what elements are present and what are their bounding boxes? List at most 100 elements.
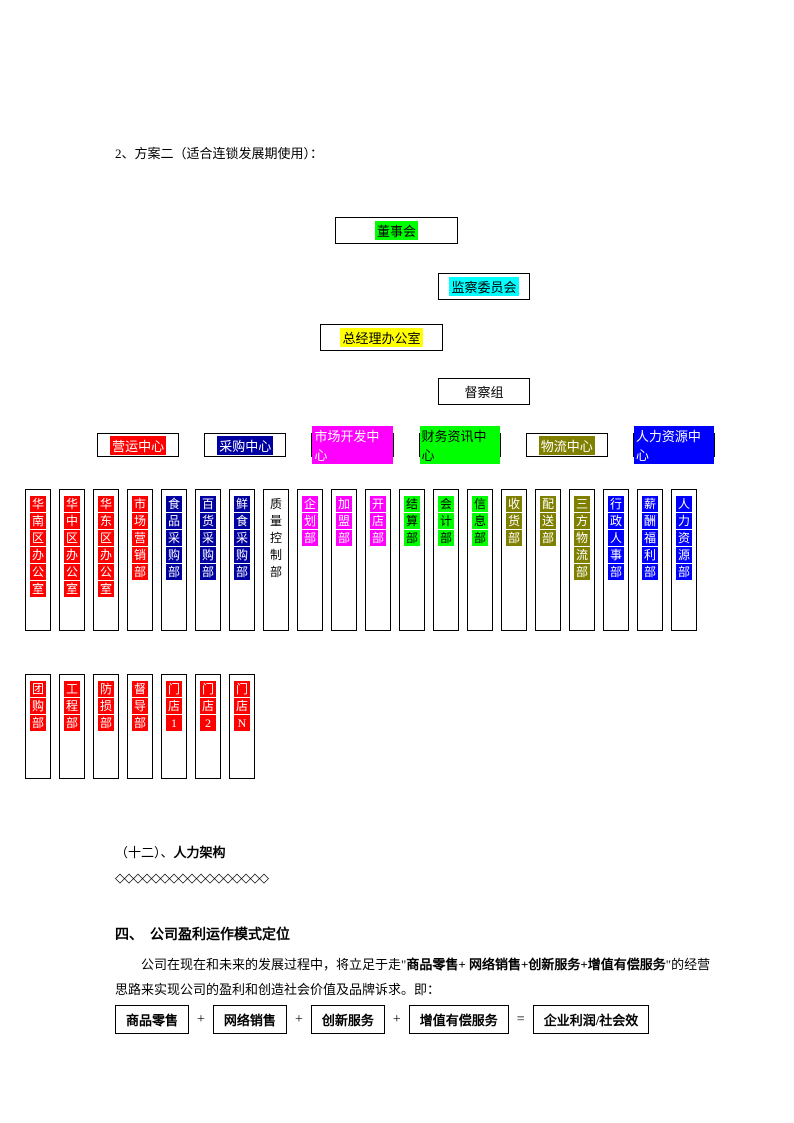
dept-char: 质 xyxy=(268,496,284,512)
dept-char: 划 xyxy=(302,513,318,529)
dept-char: 酬 xyxy=(642,513,658,529)
dept-column: 薪酬福利部 xyxy=(637,489,663,631)
dept-char: 人 xyxy=(676,496,692,512)
dept-char: 品 xyxy=(166,513,182,529)
section-4-heading: 四、 公司盈利运作模式定位 xyxy=(115,924,290,944)
dept-char: 部 xyxy=(302,530,318,546)
dept-char: 部 xyxy=(268,564,284,580)
dept-char: 华 xyxy=(98,496,114,512)
dept-char: 部 xyxy=(132,564,148,580)
dept-char: 配 xyxy=(540,496,556,512)
center-label: 采购中心 xyxy=(217,436,273,455)
dept-char: 购 xyxy=(166,547,182,563)
dept-char: 防 xyxy=(98,681,114,697)
dept-char: 会 xyxy=(438,496,454,512)
org-box-inspection: 督察组 xyxy=(438,378,530,405)
dept-char: 损 xyxy=(98,698,114,714)
dept-column: 人力资源部 xyxy=(671,489,697,631)
dept-char: 部 xyxy=(166,564,182,580)
heading-plan2: 2、方案二（适合连锁发展期使用）： xyxy=(115,143,323,162)
org-label: 督察组 xyxy=(462,382,505,401)
dept-char: 利 xyxy=(642,547,658,563)
center-label: 市场开发中心 xyxy=(312,426,392,464)
dept-char: 人 xyxy=(608,530,624,546)
formula-plus: + xyxy=(197,1012,205,1028)
dept-char: 购 xyxy=(234,547,250,563)
dept-char: 货 xyxy=(200,513,216,529)
dept-column: 信息部 xyxy=(467,489,493,631)
dept-char: 区 xyxy=(30,530,46,546)
dept-char: 部 xyxy=(64,715,80,731)
dept-char: 资 xyxy=(676,530,692,546)
formula-result: 企业利润/社会效 xyxy=(533,1005,650,1034)
dept-char: 华 xyxy=(64,496,80,512)
dept-column: 收货部 xyxy=(501,489,527,631)
formula-equals: = xyxy=(517,1012,525,1028)
dept-char: 工 xyxy=(64,681,80,697)
center-box: 营运中心 xyxy=(97,433,179,457)
dept-char: 部 xyxy=(234,564,250,580)
dept-char: 公 xyxy=(98,564,114,580)
dept-char: 源 xyxy=(676,547,692,563)
dept-char: 办 xyxy=(64,547,80,563)
profit-formula: 商品零售+网络销售+创新服务+增值有偿服务=企业利润/社会效 xyxy=(115,1005,649,1034)
dept-char: 计 xyxy=(438,513,454,529)
dept-char: 公 xyxy=(30,564,46,580)
center-label: 财务资讯中心 xyxy=(420,426,500,464)
dept-column: 鲜食采购部 xyxy=(229,489,255,631)
dept-char: 力 xyxy=(676,513,692,529)
sub-dept-column: 防损部 xyxy=(93,674,119,779)
dept-column: 加盟部 xyxy=(331,489,357,631)
center-box: 物流中心 xyxy=(526,433,608,457)
dept-char: 控 xyxy=(268,530,284,546)
dept-char: 2 xyxy=(200,715,216,731)
center-box: 采购中心 xyxy=(204,433,286,457)
dept-char: 采 xyxy=(200,530,216,546)
dept-char: 百 xyxy=(200,496,216,512)
dept-char: 室 xyxy=(98,581,114,597)
dept-char: 三 xyxy=(574,496,590,512)
dept-char: 营 xyxy=(132,530,148,546)
dept-column: 配送部 xyxy=(535,489,561,631)
dept-char: 采 xyxy=(166,530,182,546)
dept-column: 会计部 xyxy=(433,489,459,631)
org-label: 总经理办公室 xyxy=(340,328,422,347)
dept-char: 团 xyxy=(30,681,46,697)
dept-char: 部 xyxy=(438,530,454,546)
dept-char: 福 xyxy=(642,530,658,546)
dept-char: 室 xyxy=(30,581,46,597)
dept-char: 收 xyxy=(506,496,522,512)
dept-char: 南 xyxy=(30,513,46,529)
dept-column: 市场营销部 xyxy=(127,489,153,631)
para-text-bold: 商品零售+ 网络销售+创新服务+增值有偿服务 xyxy=(406,957,665,972)
dept-char: 导 xyxy=(132,698,148,714)
org-box-board: 董事会 xyxy=(335,217,458,244)
dept-char: 开 xyxy=(370,496,386,512)
dept-char: 盟 xyxy=(336,513,352,529)
dept-char: 送 xyxy=(540,513,556,529)
sub-dept-column: 门店N xyxy=(229,674,255,779)
dept-char: 政 xyxy=(608,513,624,529)
dept-char: 1 xyxy=(166,715,182,731)
dept-char: 店 xyxy=(234,698,250,714)
dept-char: 场 xyxy=(132,513,148,529)
dept-char: 华 xyxy=(30,496,46,512)
dept-char: 流 xyxy=(574,547,590,563)
center-label: 营运中心 xyxy=(110,436,166,455)
dept-char: N xyxy=(234,715,250,731)
dept-char: 部 xyxy=(472,530,488,546)
dept-char: 部 xyxy=(30,715,46,731)
dept-char: 薪 xyxy=(642,496,658,512)
formula-term: 创新服务 xyxy=(311,1005,385,1034)
dept-char: 门 xyxy=(200,681,216,697)
dept-char: 区 xyxy=(98,530,114,546)
sub-departments-row: 团购部工程部防损部督导部门店1门店2门店N xyxy=(25,674,255,779)
dept-char: 部 xyxy=(642,564,658,580)
section-12-prefix: （十二）、 xyxy=(115,845,174,860)
dept-char: 企 xyxy=(302,496,318,512)
dept-char: 部 xyxy=(676,564,692,580)
dept-char: 公 xyxy=(64,564,80,580)
dept-column: 行政人事部 xyxy=(603,489,629,631)
dept-char: 部 xyxy=(574,564,590,580)
dept-char: 办 xyxy=(30,547,46,563)
